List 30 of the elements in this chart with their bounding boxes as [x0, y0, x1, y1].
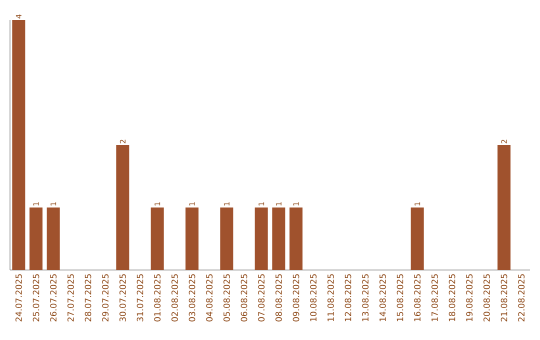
x-tick-label: 29.07.2025: [102, 274, 109, 322]
x-tick-label: 24.07.2025: [15, 274, 22, 322]
x-tick-label: 07.08.2025: [258, 274, 265, 322]
x-tick-label: 25.07.2025: [32, 274, 40, 322]
x-tick-label: 01.08.2025: [154, 274, 161, 322]
x-tick-label: 17.08.2025: [431, 274, 438, 322]
x-tick-label: 13.08.2025: [362, 274, 369, 322]
x-tick-label: 18.08.2025: [448, 274, 456, 322]
x-tick-label: 06.08.2025: [240, 274, 248, 322]
x-tick-label: 28.07.2025: [84, 274, 92, 322]
x-tick-label: 03.08.2025: [188, 274, 196, 322]
x-tick-label: 26.07.2025: [50, 274, 57, 322]
x-tick-label: 04.08.2025: [206, 274, 213, 322]
x-tick-label: 09.08.2025: [292, 274, 300, 322]
x-tick-label: 05.08.2025: [223, 274, 230, 322]
x-tick-label: 21.08.2025: [500, 274, 508, 322]
x-tick-label: 11.08.2025: [327, 274, 334, 322]
x-tick-label: 12.08.2025: [344, 274, 352, 322]
x-tick-label: 27.07.2025: [67, 274, 74, 322]
x-tick-label: 20.08.2025: [483, 274, 490, 322]
x-tick-label: 19.08.2025: [466, 274, 473, 322]
x-tick-label: 15.08.2025: [396, 274, 404, 322]
x-tick-label: 22.08.2025: [518, 274, 525, 322]
x-tick-label: 02.08.2025: [171, 274, 178, 322]
x-tick-label: 30.07.2025: [119, 274, 126, 322]
x-tick-label: 10.08.2025: [310, 274, 317, 322]
x-tick-label: 08.08.2025: [275, 274, 282, 322]
x-tick-label: 16.08.2025: [414, 274, 421, 322]
x-tick-label: 14.08.2025: [379, 274, 386, 322]
x-tick-label: 31.07.2025: [136, 274, 144, 322]
